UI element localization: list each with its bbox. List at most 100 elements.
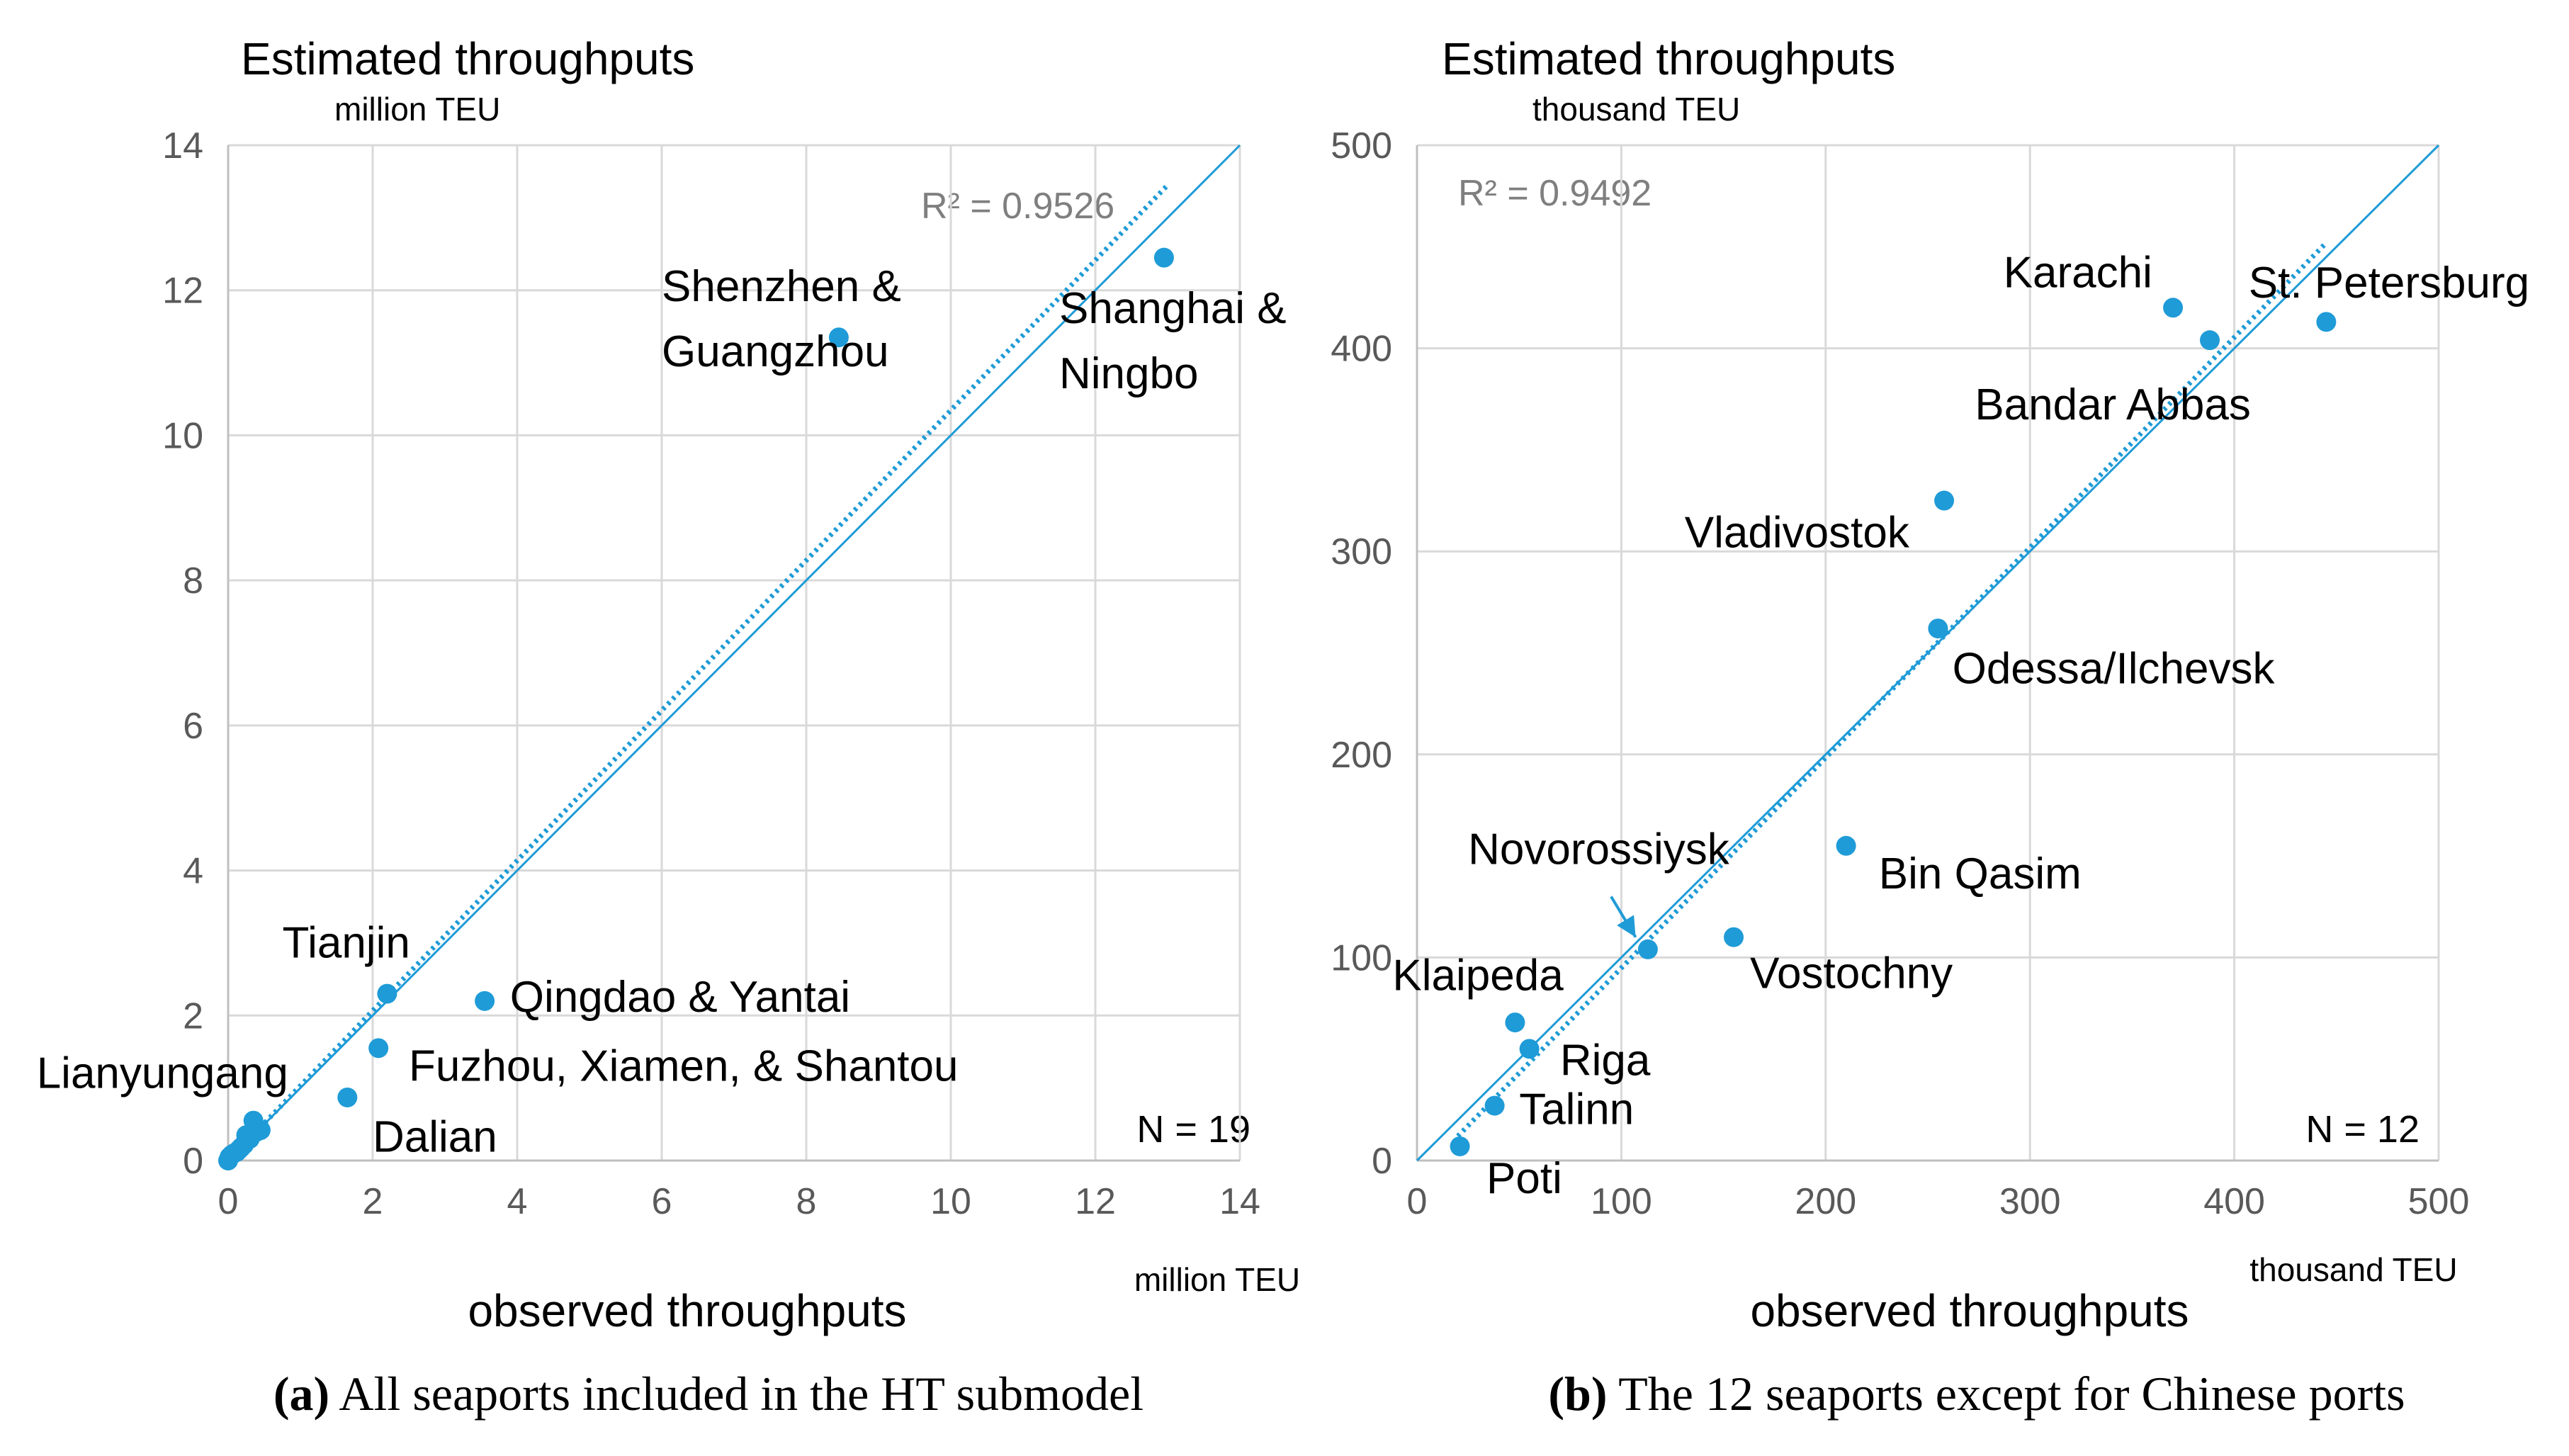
x-tick-label: 300	[1999, 1181, 2061, 1222]
y-tick-label: 2	[183, 995, 203, 1037]
x-tick-label: 8	[796, 1181, 817, 1222]
caption-letter-a: (a)	[273, 1367, 329, 1421]
data-point	[1519, 1039, 1540, 1059]
point-label: Bandar Abbas	[1975, 380, 2251, 429]
point-label: Klaipeda	[1392, 951, 1564, 1000]
x-axis-unit-b: thousand TEU	[2249, 1251, 2457, 1288]
x-tick-label: 400	[2203, 1181, 2265, 1222]
data-point	[229, 1139, 249, 1160]
tick-labels-b: 0 100 200 300 400 500 0 100 200 300 400 500	[1331, 125, 2469, 1222]
point-label: Vladivostok	[1685, 508, 1910, 557]
data-point	[1450, 1136, 1470, 1156]
trendline	[1456, 241, 2328, 1139]
y-axis-title-b: Estimated throughputs	[1442, 33, 1895, 84]
point-label: Lianyungang	[37, 1049, 288, 1098]
y-axis-unit-a: million TEU	[334, 91, 500, 128]
x-tick-label: 500	[2408, 1181, 2470, 1222]
point-label: Vostochny	[1750, 949, 1953, 998]
y-tick-label: 0	[1372, 1141, 1392, 1182]
lines-a	[227, 144, 1241, 1162]
y-tick-label: 14	[162, 125, 203, 167]
caption-text-b: The 12 seaports except for Chinese ports	[1607, 1367, 2405, 1421]
x-tick-label: 10	[930, 1181, 971, 1222]
annotation-arrowhead	[1617, 915, 1636, 937]
y-tick-label: 300	[1331, 531, 1392, 572]
trendline	[233, 183, 1170, 1156]
point-label: Fuzhou, Xiamen, & Shantou	[409, 1042, 958, 1090]
grid-b	[1416, 144, 2440, 1162]
x-axis-title-a: observed throughputs	[468, 1285, 906, 1336]
y-tick-label: 6	[183, 706, 203, 747]
y-tick-label: 8	[183, 560, 203, 602]
data-point	[368, 1038, 389, 1059]
caption-text-a: All seaports included in the HT submodel	[329, 1367, 1144, 1421]
data-point	[2199, 330, 2220, 351]
x-tick-label: 2	[363, 1181, 383, 1222]
data-point	[1836, 835, 1856, 856]
chart-panel-a: Estimated throughputs million TEU observ…	[37, 33, 1300, 1421]
x-tick-label: 0	[1407, 1181, 1428, 1222]
point-label: Qingdao & Yantai	[510, 973, 850, 1022]
y-tick-label: 12	[162, 271, 203, 312]
point-label: Odessa/Ilchevsk	[1953, 644, 2276, 693]
x-tick-label: 200	[1795, 1181, 1856, 1222]
y-tick-label: 400	[1331, 329, 1392, 370]
n-label-a: N = 19	[1136, 1108, 1250, 1151]
y-tick-label: 0	[183, 1141, 203, 1182]
r-squared-label-b: R² = 0.9492	[1458, 173, 1652, 214]
data-point	[475, 991, 495, 1011]
data-point	[1505, 1012, 1525, 1033]
x-tick-label: 12	[1075, 1181, 1116, 1222]
y-tick-label: 200	[1331, 735, 1392, 776]
x-tick-label: 0	[218, 1181, 239, 1222]
point-label: Poti	[1486, 1154, 1562, 1203]
x-tick-label: 4	[507, 1181, 528, 1222]
caption-b: (b) The 12 seaports except for Chinese p…	[1548, 1367, 2405, 1421]
data-point	[1637, 939, 1658, 959]
data-point	[1484, 1095, 1505, 1116]
point-label: Talinn	[1519, 1085, 1634, 1134]
y-axis-unit-b: thousand TEU	[1532, 91, 1740, 128]
point-label: Bin Qasim	[1879, 850, 2082, 898]
point-label: Novorossiysk	[1468, 825, 1730, 874]
data-point	[1928, 619, 1948, 639]
data-point	[1934, 490, 1955, 511]
point-label: Tianjin	[283, 918, 410, 967]
lines-b	[1416, 144, 2440, 1162]
chart-panel-b: Estimated throughputs thousand TEU obser…	[1331, 33, 2529, 1421]
r-squared-label-a: R² = 0.9526	[921, 186, 1114, 227]
point-labels-a: Shenzhen & Guangzhou Shanghai & Ningbo Tianj…	[37, 262, 1287, 1162]
x-tick-label: 14	[1219, 1181, 1260, 1222]
point-label: Guangzhou	[662, 327, 889, 376]
x-axis-unit-a: million TEU	[1134, 1261, 1300, 1298]
data-point	[1153, 247, 1174, 268]
point-label: Karachi	[2004, 249, 2152, 298]
point-label: St. Petersburg	[2249, 259, 2529, 307]
y-tick-label: 100	[1331, 937, 1392, 978]
y-tick-label: 10	[162, 415, 203, 456]
caption-letter-b: (b)	[1548, 1367, 1607, 1421]
point-label: Dalian	[373, 1113, 497, 1162]
data-points-a	[218, 247, 1174, 1170]
y-tick-label: 500	[1331, 125, 1392, 167]
point-labels-b: Karachi St. Petersburg Bandar Abbas Vladivo…	[1392, 249, 2529, 1203]
x-tick-label: 6	[652, 1181, 672, 1222]
caption-a: (a) All seaports included in the HT subm…	[273, 1367, 1144, 1421]
x-tick-label: 100	[1591, 1181, 1652, 1222]
point-label: Ningbo	[1059, 349, 1198, 398]
data-point	[337, 1087, 358, 1107]
point-label: Shanghai &	[1059, 284, 1287, 333]
data-points-b	[1450, 298, 2337, 1156]
identity-line	[227, 144, 1241, 1162]
data-point	[247, 1122, 267, 1142]
point-label: Shenzhen &	[662, 262, 901, 311]
data-point	[2316, 312, 2337, 332]
grid-a	[227, 144, 1241, 1162]
tick-labels-a: 0 2 4 6 8 10 12 14 0 2 4 6 8 10 12 14	[162, 125, 1260, 1222]
point-label: Riga	[1560, 1037, 1651, 1085]
y-tick-label: 4	[183, 851, 203, 892]
data-point	[828, 327, 849, 348]
n-label-b: N = 12	[2305, 1108, 2420, 1151]
data-point	[377, 983, 397, 1004]
